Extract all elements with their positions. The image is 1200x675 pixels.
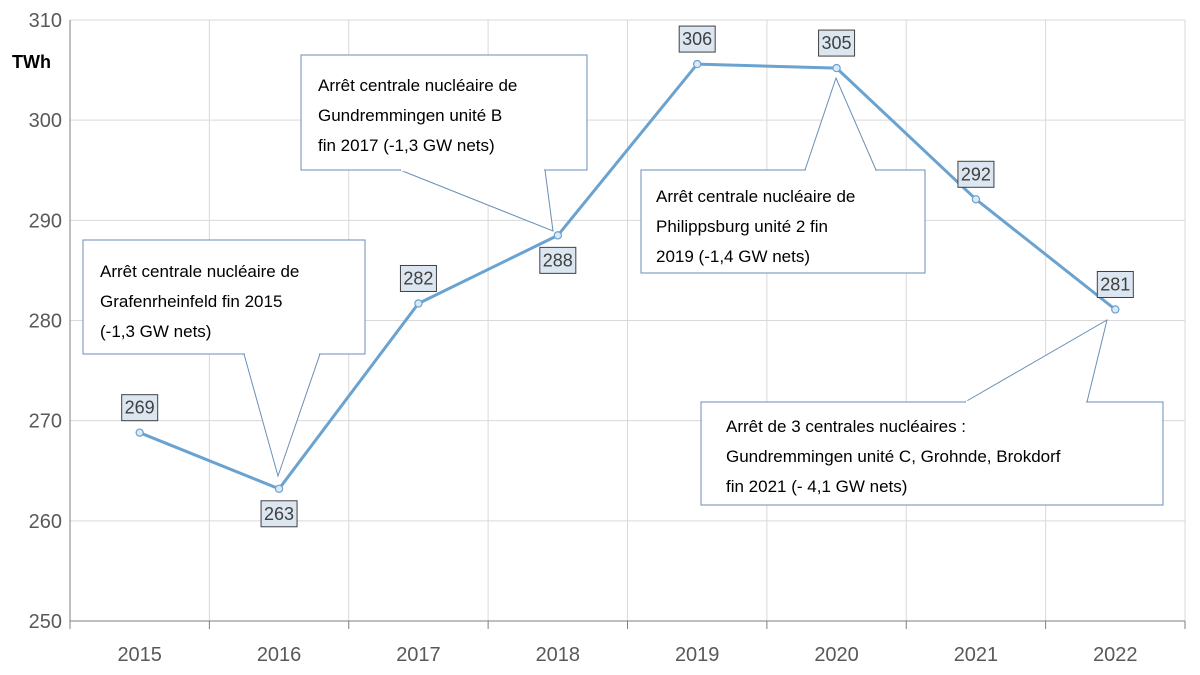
x-tick-label: 2022 xyxy=(1093,644,1138,666)
data-label-2019: 306 xyxy=(678,25,716,53)
callout-text: Gundremmingen unité B xyxy=(318,106,502,125)
series-path xyxy=(139,62,1117,491)
axes: 250 260 270 280 290 300 310 2015 2016 2017 2018 201… xyxy=(29,10,1186,666)
callout-text: Gundremmingen unité C, Grohnde, Brokdorf xyxy=(726,447,1061,466)
data-label-text: 305 xyxy=(822,33,852,53)
data-point-2015 xyxy=(135,428,144,437)
callout-pointer xyxy=(963,318,1108,403)
data-label-box xyxy=(260,500,298,528)
x-tick-label: 2019 xyxy=(675,644,720,666)
x-tick-label: 2015 xyxy=(117,644,162,666)
data-label-box xyxy=(1096,270,1134,298)
callout-box xyxy=(640,169,926,274)
data-label-2015: 269 xyxy=(121,394,159,422)
data-point-2022 xyxy=(1111,305,1120,314)
y-tick-label: 300 xyxy=(29,110,62,132)
data-label-2016: 263 xyxy=(260,500,298,528)
data-label-box xyxy=(678,25,716,53)
y-tick-label: 280 xyxy=(29,311,62,333)
callout-text: (-1,3 GW nets) xyxy=(100,322,211,341)
callout-text: Arrêt centrale nucléaire de xyxy=(656,187,855,206)
data-label-2021: 292 xyxy=(957,160,995,188)
callout-text: Arrêt de 3 centrales nucléaires : xyxy=(726,417,966,436)
data-label-text: 282 xyxy=(403,268,433,288)
callout-box xyxy=(300,54,588,171)
data-point-2021 xyxy=(971,195,981,204)
data-point-2016 xyxy=(274,484,284,493)
callout-2020: Arrêt centrale nucléaire de Philippsburg … xyxy=(640,76,926,274)
x-tick-label: 2021 xyxy=(954,644,999,666)
callout-box xyxy=(700,401,1164,506)
callout-2018: Arrêt centrale nucléaire de Gundremmingen… xyxy=(300,54,588,232)
x-tick-label: 2016 xyxy=(257,644,302,666)
x-tick-label: 2020 xyxy=(814,644,859,666)
callout-text: Arrêt centrale nucléaire de xyxy=(318,76,517,95)
data-labels: 269 263 282 288 306 305 292 281 xyxy=(121,25,1134,528)
callouts: Arrêt centrale nucléaire de Grafenrheinfe… xyxy=(82,54,1164,506)
callout-text: Grafenrheinfeld fin 2015 xyxy=(100,292,282,311)
data-label-box xyxy=(818,29,856,57)
data-label-text: 263 xyxy=(264,504,294,524)
series-line xyxy=(135,59,1120,493)
callout-text: Philippsburg unité 2 fin xyxy=(656,217,828,236)
data-label-text: 292 xyxy=(961,164,991,184)
data-point-2019 xyxy=(692,59,702,69)
data-label-text: 288 xyxy=(543,250,573,270)
data-label-box xyxy=(957,160,995,188)
callout-box xyxy=(82,239,366,355)
callout-pointer xyxy=(399,169,554,232)
data-label-text: 281 xyxy=(1100,274,1130,294)
data-label-2018: 288 xyxy=(539,246,577,274)
y-unit-label: TWh xyxy=(12,52,51,72)
callout-2022: Arrêt de 3 centrales nucléaires : Gundrem… xyxy=(700,318,1164,506)
data-label-2017: 282 xyxy=(399,264,437,292)
gridlines xyxy=(69,19,1186,621)
data-label-2020: 305 xyxy=(818,29,856,57)
data-label-text: 269 xyxy=(125,398,155,418)
y-tick-label: 290 xyxy=(29,210,62,232)
data-label-box xyxy=(121,394,159,422)
callout-text: fin 2017 (-1,3 GW nets) xyxy=(318,136,495,155)
callout-text: 2019 (-1,4 GW nets) xyxy=(656,247,810,266)
callout-text: Arrêt centrale nucléaire de xyxy=(100,262,299,281)
y-tick-label: 270 xyxy=(29,411,62,433)
y-tick-label: 260 xyxy=(29,511,62,533)
data-point-2017 xyxy=(414,299,423,308)
data-label-text: 306 xyxy=(682,29,712,49)
callout-2016: Arrêt centrale nucléaire de Grafenrheinfe… xyxy=(82,239,366,478)
data-point-2018 xyxy=(553,231,563,240)
y-tick-label: 250 xyxy=(29,611,62,633)
callout-pointer xyxy=(243,353,321,478)
x-tick-label: 2018 xyxy=(536,644,581,666)
callout-pointer xyxy=(804,76,877,171)
data-label-2022: 281 xyxy=(1096,270,1134,298)
data-point-2020 xyxy=(832,63,841,73)
y-tick-label: 310 xyxy=(29,10,62,32)
x-tick-label: 2017 xyxy=(396,644,441,666)
callout-text: fin 2021 (- 4,1 GW nets) xyxy=(726,477,907,496)
data-label-box xyxy=(539,246,577,274)
data-label-box xyxy=(399,264,437,292)
